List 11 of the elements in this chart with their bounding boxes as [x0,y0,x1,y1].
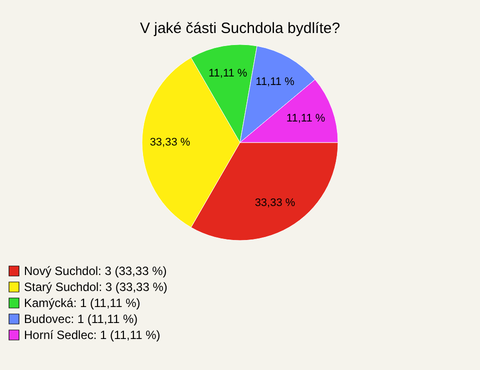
legend-label: Budovec: 1 (11,11 %) [24,312,138,326]
data-label: 33,33 % [254,197,296,210]
data-label: 11,11 % [208,68,248,80]
legend-label: Nový Suchdol: 3 (33,33 %) [24,264,167,278]
legend-label: Starý Suchdol: 3 (33,33 %) [24,280,168,294]
data-label: 11,11 % [286,112,326,125]
data-label: 33,33 % [150,136,190,148]
chart-title: V jaké části Suchdola bydlíte? [140,20,340,37]
legend-label: Horní Sedlec: 1 (11,11 %) [24,328,160,342]
legend-label: Kamýcká: 1 (11,11 %) [24,296,140,310]
data-label: 11,11 % [256,76,295,88]
